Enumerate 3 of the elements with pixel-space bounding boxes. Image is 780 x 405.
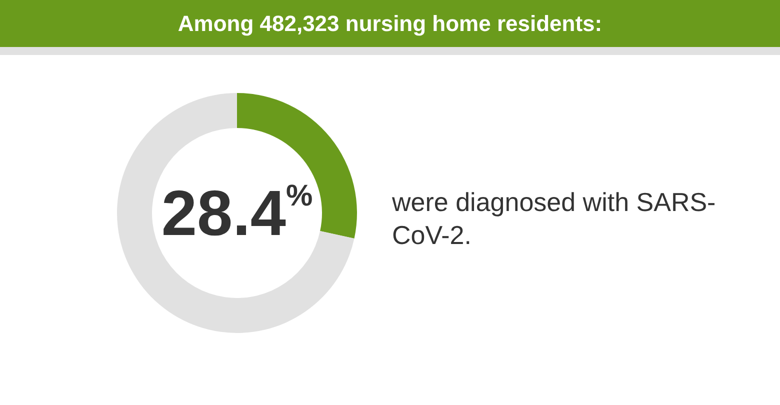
chart-title: Among 482,323 nursing home residents: — [0, 0, 780, 55]
data-label: 28.4% — [161, 177, 313, 249]
text: were diagnosed with SARS-CoV-2. — [392, 186, 717, 252]
